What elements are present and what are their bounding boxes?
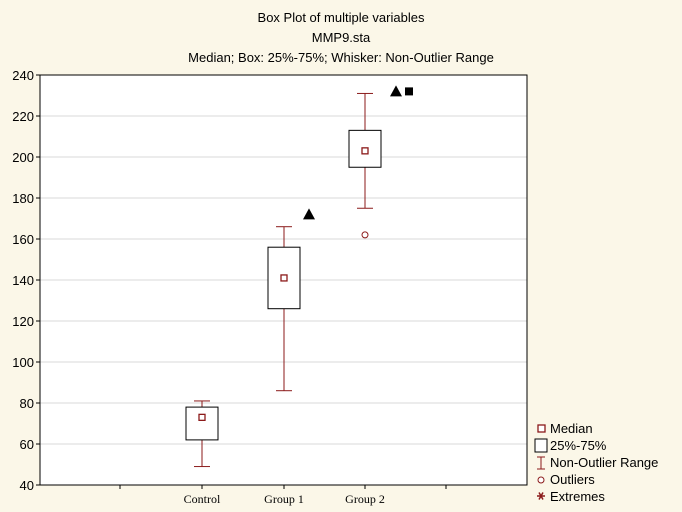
legend-extremes-label: Extremes <box>550 489 605 504</box>
box-iqr <box>185 406 219 441</box>
legend-whisker: Non-Outlier Range <box>550 455 658 470</box>
y-tick-label: 220 <box>12 109 34 124</box>
median-marker <box>280 274 288 282</box>
y-tick-label: 120 <box>12 314 34 329</box>
legend-median-label: Median <box>550 421 593 436</box>
legend-median-icon <box>537 424 546 433</box>
legend-box: 25%-75% <box>550 438 606 453</box>
triangle-marker <box>390 85 402 97</box>
triangle-marker <box>303 208 315 220</box>
chart-subtitle: MMP9.sta <box>311 30 371 45</box>
x-tick-label: Control <box>184 492 221 506</box>
outlier-point <box>361 231 369 239</box>
legend-extremes-icon <box>538 492 544 500</box>
legend-outlier-icon <box>537 476 545 484</box>
legend-box-label: 25%-75% <box>550 438 607 453</box>
y-tick-label: 140 <box>12 273 34 288</box>
legend-box-icon <box>534 438 548 453</box>
chart-title: Box Plot of multiple variables <box>257 10 425 25</box>
y-tick-label: 40 <box>20 478 34 493</box>
y-tick-label: 160 <box>12 232 34 247</box>
y-tick-label: 100 <box>12 355 34 370</box>
median-marker <box>198 413 206 422</box>
y-tick-label: 80 <box>20 396 34 411</box>
square-marker <box>405 87 413 96</box>
y-tick-label: 60 <box>20 437 34 452</box>
y-tick-label: 180 <box>12 191 34 206</box>
legend-median: Median <box>550 421 593 436</box>
median-marker <box>361 147 369 155</box>
x-tick-label: Group 2 <box>345 492 385 506</box>
x-tick-label: Group 1 <box>264 492 304 506</box>
legend-whisker-label: Non-Outlier Range <box>550 455 659 470</box>
chart-subtitle-2: Median; Box: 25%-75%; Whisker: Non-Outli… <box>188 50 494 65</box>
legend-outliers-label: Outliers <box>550 472 595 487</box>
y-tick-label: 200 <box>12 150 34 165</box>
y-tick-label: 240 <box>12 68 34 83</box>
legend-outliers: Outliers <box>550 472 595 487</box>
legend-extremes: Extremes <box>550 489 605 504</box>
